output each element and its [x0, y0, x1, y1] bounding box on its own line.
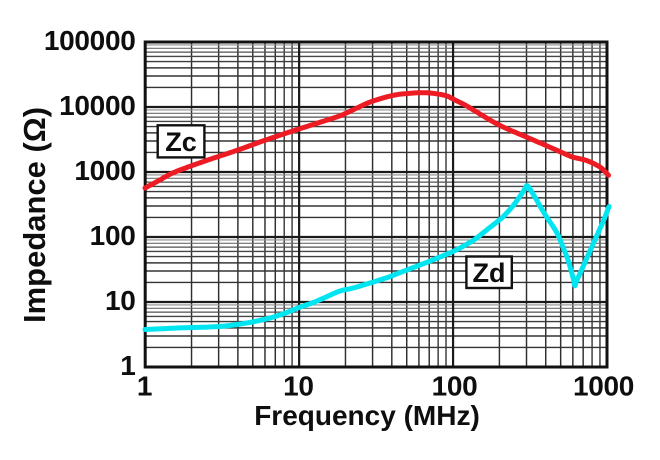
svg-text:100000: 100000: [44, 25, 136, 56]
svg-text:1000: 1000: [74, 155, 135, 186]
svg-text:Frequency (MHz): Frequency (MHz): [254, 400, 480, 431]
svg-text:1000: 1000: [573, 371, 634, 402]
svg-text:100: 100: [432, 371, 478, 402]
svg-text:1: 1: [137, 371, 152, 402]
svg-text:10: 10: [283, 371, 314, 402]
svg-text:Impedance (Ω): Impedance (Ω): [17, 107, 52, 323]
svg-text:100: 100: [90, 220, 136, 251]
svg-text:10: 10: [105, 285, 136, 316]
svg-text:Zc: Zc: [165, 127, 197, 157]
svg-text:10000: 10000: [59, 90, 135, 121]
svg-text:1: 1: [120, 350, 135, 381]
svg-text:Zd: Zd: [473, 258, 506, 288]
